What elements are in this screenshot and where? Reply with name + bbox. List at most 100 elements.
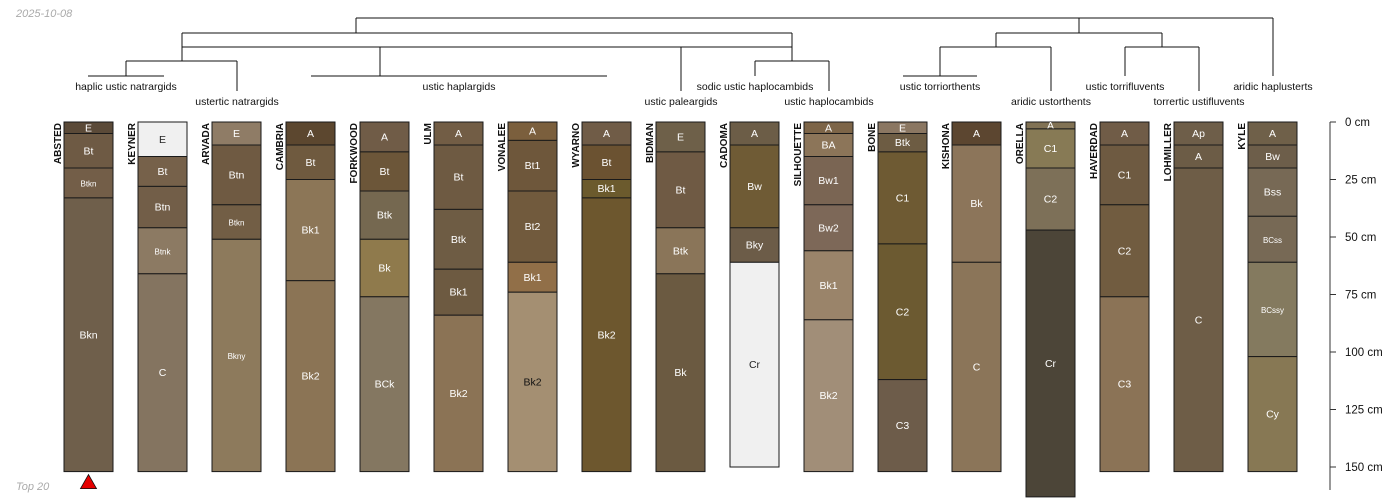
horizon-vonalee-bt2 (507, 190, 558, 263)
taxon-label: torrertic ustifluvents (1153, 96, 1244, 108)
horizon-label: C1 (1118, 169, 1132, 181)
profile-name-label: KISHONA (941, 123, 952, 169)
horizon-label: Btk (377, 210, 393, 222)
soil-profiles: E Bt Btkn Bkn ABSTED E Bt Btn Btnk C KEYNER E Btn Btk… (53, 120, 1298, 498)
date-label: 2025-10-08 (16, 8, 73, 20)
horizon-silhouette-bk1 (803, 250, 854, 321)
profile-name-label: KYLE (1237, 123, 1248, 150)
horizon-label: Bkny (228, 352, 246, 361)
horizon-wyarno-bt (581, 144, 632, 180)
horizon-forkwood-btk (359, 190, 410, 240)
horizon-keyner-bt (137, 156, 188, 187)
horizon-label: Bt (454, 172, 464, 184)
horizon-label: Bk2 (597, 329, 615, 341)
horizon-label: Btk (673, 245, 689, 257)
depth-tick-label: 50 cm (1345, 232, 1376, 244)
horizon-bidman-e (655, 121, 706, 153)
horizon-label: Bw (747, 181, 762, 193)
horizon-orella-c1 (1025, 128, 1076, 169)
depth-tick-label: 75 cm (1345, 290, 1376, 302)
horizon-label: Bk (970, 198, 983, 210)
horizon-label: C (1195, 314, 1203, 326)
horizon-label: A (381, 131, 388, 143)
profile-orella: A C1 C2 Cr ORELLA (1015, 120, 1076, 498)
horizon-kishona-c (951, 261, 1002, 473)
horizon-label: BCssy (1261, 306, 1284, 315)
horizon-label: Bk1 (597, 183, 615, 195)
horizon-orella-c2 (1025, 167, 1076, 231)
horizon-label: Bk1 (523, 272, 541, 284)
horizon-cambria-bk1 (285, 179, 336, 282)
horizon-arvada-btkn (211, 204, 262, 240)
horizon-ulm-bk2 (433, 314, 484, 473)
depth-tick-label: 150 cm (1345, 462, 1383, 474)
horizon-label: E (233, 128, 240, 140)
horizon-label: C1 (896, 192, 910, 204)
horizon-label: BA (821, 140, 835, 152)
horizon-label: A (455, 128, 462, 140)
taxon-label: sodic ustic haplocambids (697, 81, 814, 93)
horizon-label: Btnk (154, 247, 171, 256)
depth-tick-label: 100 cm (1345, 347, 1383, 359)
taxon-label: ustic torrifluvents (1086, 81, 1165, 93)
taxon-label: ustic paleargids (645, 96, 718, 108)
depth-tick-label: 125 cm (1345, 405, 1383, 417)
horizon-label: A (603, 128, 610, 140)
horizon-label: C2 (1118, 245, 1132, 257)
horizon-cambria-bk2 (285, 280, 336, 473)
taxon-label: ustic torriorthents (900, 81, 981, 93)
taxon-label: ustic haplocambids (784, 96, 873, 108)
horizon-vonalee-bk2 (507, 291, 558, 473)
horizon-absted-bt (63, 133, 114, 169)
horizon-label: Bt (158, 166, 168, 178)
profile-name-label: CADOMA (719, 123, 730, 168)
horizon-haverdad-c3 (1099, 296, 1150, 473)
horizon-ulm-btk (433, 208, 484, 270)
profile-name-label: ORELLA (1015, 123, 1026, 164)
horizon-label: Bk (378, 263, 391, 275)
horizon-label: Bk (674, 367, 687, 379)
profile-name-label: FORKWOOD (349, 123, 360, 184)
profile-name-label: WYARNO (571, 123, 582, 168)
taxon-label: haplic ustic natrargids (75, 81, 177, 93)
horizon-label: C (159, 367, 167, 379)
horizon-keyner-btnk (137, 227, 188, 275)
profile-kyle: A Bw Bss BCss BCssy Cy KYLE (1237, 121, 1298, 473)
horizon-label: Bt2 (525, 221, 541, 233)
profile-arvada: E Btn Btkn Bkny ARVADA (201, 121, 262, 473)
horizon-absted-btkn (63, 167, 114, 199)
horizon-arvada-bkny (211, 238, 262, 473)
horizon-label: Cr (749, 359, 761, 371)
depth-tick-label: 0 cm (1345, 117, 1370, 129)
profile-name-label: LOHMILLER (1163, 122, 1174, 181)
horizon-orella-cr (1025, 229, 1076, 498)
marker-layer (79, 473, 98, 490)
profile-lohmiller: Ap A C LOHMILLER (1163, 121, 1224, 473)
horizon-label: A (825, 122, 832, 134)
profile-name-label: SILHOUETTE (793, 123, 804, 187)
taxon-label: aridic haplusterts (1233, 81, 1312, 93)
horizon-label: Cr (1045, 358, 1057, 370)
horizon-wyarno-bk2 (581, 197, 632, 473)
profile-name-label: CAMBRIA (275, 123, 286, 170)
horizon-arvada-btn (211, 144, 262, 206)
horizon-label: C1 (1044, 143, 1058, 155)
horizon-label: E (159, 134, 166, 146)
horizon-label: E (899, 122, 906, 134)
horizon-label: Bt (380, 166, 390, 178)
horizon-label: Bkn (79, 329, 97, 341)
horizon-label: C2 (1044, 194, 1058, 206)
horizon-haverdad-c2 (1099, 204, 1150, 298)
dendrogram (88, 17, 1274, 91)
profile-name-label: VONALEE (497, 123, 508, 172)
marker-triangle (79, 473, 98, 490)
horizon-label: Btkn (228, 219, 244, 228)
horizon-absted-bkn (63, 197, 114, 473)
horizon-kishona-bk (951, 144, 1002, 263)
profile-name-label: ABSTED (53, 123, 64, 164)
footer-caption: Top 20 (16, 481, 50, 493)
profile-wyarno: A Bt Bk1 Bk2 WYARNO (571, 121, 632, 473)
profile-vonalee: A Bt1 Bt2 Bk1 Bk2 VONALEE (497, 121, 558, 473)
taxon-label: aridic ustorthents (1011, 96, 1091, 108)
taxon-label: ustertic natrargids (195, 96, 278, 108)
